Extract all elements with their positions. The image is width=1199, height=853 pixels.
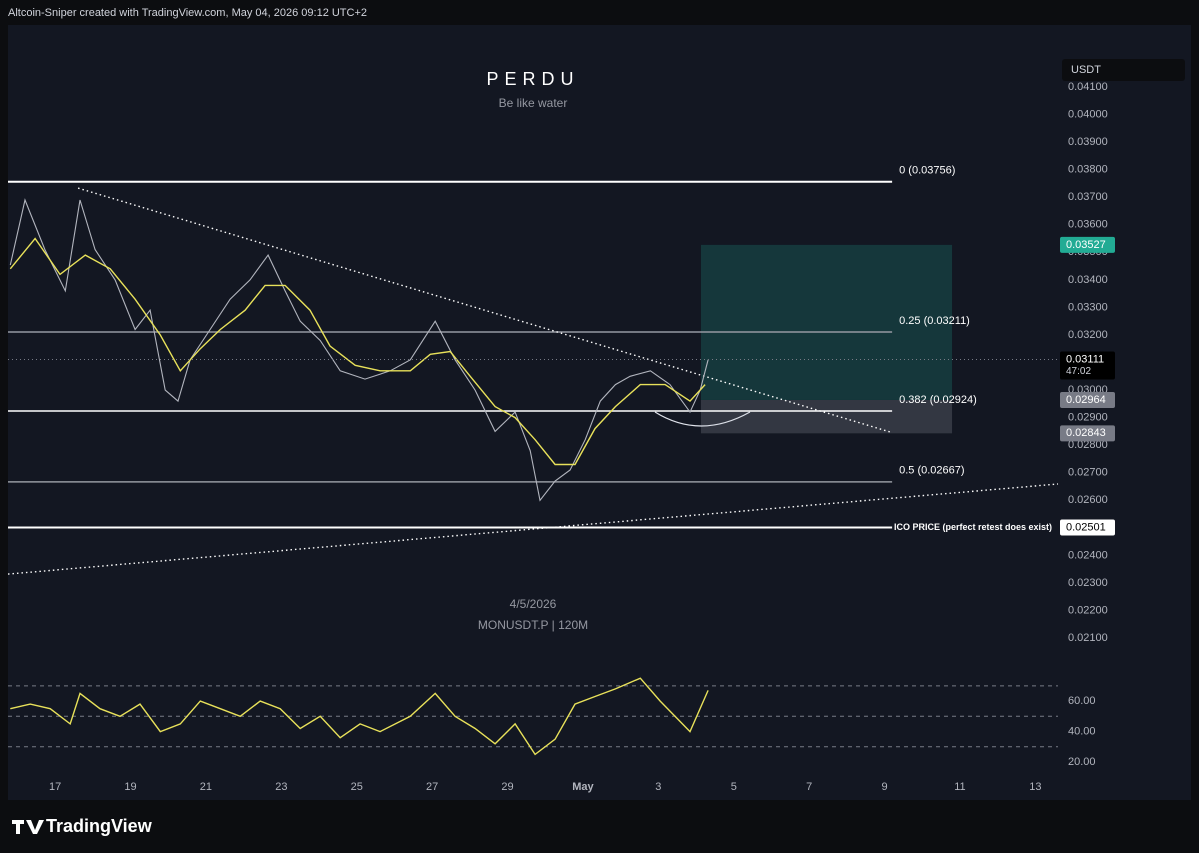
y-tick-label: 0.02700 <box>1068 467 1108 479</box>
x-tick-label: 21 <box>200 781 212 793</box>
price-tag <box>1060 351 1115 380</box>
x-tick-label: 3 <box>655 781 661 793</box>
y-tick-label: 60.00 <box>1068 695 1096 707</box>
y-tick-label: 0.02600 <box>1068 494 1108 506</box>
y-tick-label: 0.04000 <box>1068 108 1108 120</box>
currency-box[interactable] <box>1062 59 1185 81</box>
moving-average <box>9 237 706 466</box>
x-tick-label: 11 <box>954 781 965 793</box>
y-tick-label: 0.02900 <box>1068 412 1108 424</box>
y-tick-label: 0.02400 <box>1068 549 1108 561</box>
x-tick-label: 25 <box>351 781 363 793</box>
y-tick-label: 0.04100 <box>1068 81 1108 93</box>
price-tag-label: 0.02964 <box>1066 394 1106 406</box>
logo-icon <box>12 820 44 834</box>
price-tag <box>1060 236 1115 253</box>
y-tick-label: 0.03900 <box>1068 136 1108 148</box>
x-tick-label: 23 <box>275 781 287 793</box>
x-tick-label: 5 <box>731 781 737 793</box>
x-tick-label: 27 <box>426 781 438 793</box>
price-tag-label: 0.03527 <box>1066 239 1106 251</box>
y-tick-label: 0.03600 <box>1068 219 1108 231</box>
y-tick-label: 0.03800 <box>1068 164 1108 176</box>
price-tag <box>1060 425 1115 442</box>
price-line <box>9 198 709 502</box>
y-tick-label: 0.02300 <box>1068 577 1108 589</box>
trendline <box>7 483 1059 575</box>
y-tick-label: 0.03300 <box>1068 301 1108 313</box>
price-tag-label: 0.02843 <box>1066 427 1106 439</box>
x-tick-label: May <box>572 781 594 793</box>
y-tick-label: 0.03400 <box>1068 274 1108 286</box>
header: Altcoin-Sniper created with TradingView.… <box>8 7 367 19</box>
fib-label: 0 (0.03756) <box>899 165 955 177</box>
price-tag-label: 0.02501 <box>1066 521 1106 533</box>
countdown: 47:02 <box>1066 366 1091 377</box>
fib-label: 0.25 (0.03211) <box>899 315 970 327</box>
chart-title: PERDU <box>486 69 579 89</box>
fib-label: 0.5 (0.02667) <box>899 465 964 477</box>
brand: TradingView <box>46 816 153 836</box>
x-tick-label: 29 <box>501 781 513 793</box>
chart-area <box>8 25 1191 800</box>
x-tick-label: 17 <box>49 781 61 793</box>
x-tick-label: 19 <box>124 781 136 793</box>
fib-label: ICO PRICE (perfect retest does exist) <box>894 522 1052 532</box>
chart-subtitle: Be like water <box>499 96 568 110</box>
price-tag <box>1060 391 1115 408</box>
watermark-symbol: MONUSDT.P | 120M <box>478 618 588 632</box>
x-tick-label: 13 <box>1029 781 1041 793</box>
y-tick-label: 0.02200 <box>1068 604 1108 616</box>
position-target <box>700 244 953 400</box>
fib-label: 0.382 (0.02924) <box>899 394 977 406</box>
trendline <box>77 187 891 433</box>
position-stop <box>700 399 953 434</box>
x-tick-label: 9 <box>882 781 888 793</box>
y-tick-label: 0.02800 <box>1068 439 1108 451</box>
x-tick-label: 7 <box>806 781 812 793</box>
y-tick-label: 40.00 <box>1068 725 1096 737</box>
price-tag-label: 0.03111 <box>1066 353 1104 365</box>
y-tick-label: 0.02100 <box>1068 632 1108 644</box>
y-tick-label: 20.00 <box>1068 756 1096 768</box>
y-tick-label: 0.03200 <box>1068 329 1108 341</box>
price-tag <box>1060 519 1115 536</box>
currency[interactable]: USDT <box>1071 64 1101 76</box>
y-tick-label: 0.03700 <box>1068 191 1108 203</box>
rsi-line <box>10 677 709 756</box>
arc-drawing <box>654 411 751 427</box>
watermark-date: 4/5/2026 <box>510 597 557 611</box>
